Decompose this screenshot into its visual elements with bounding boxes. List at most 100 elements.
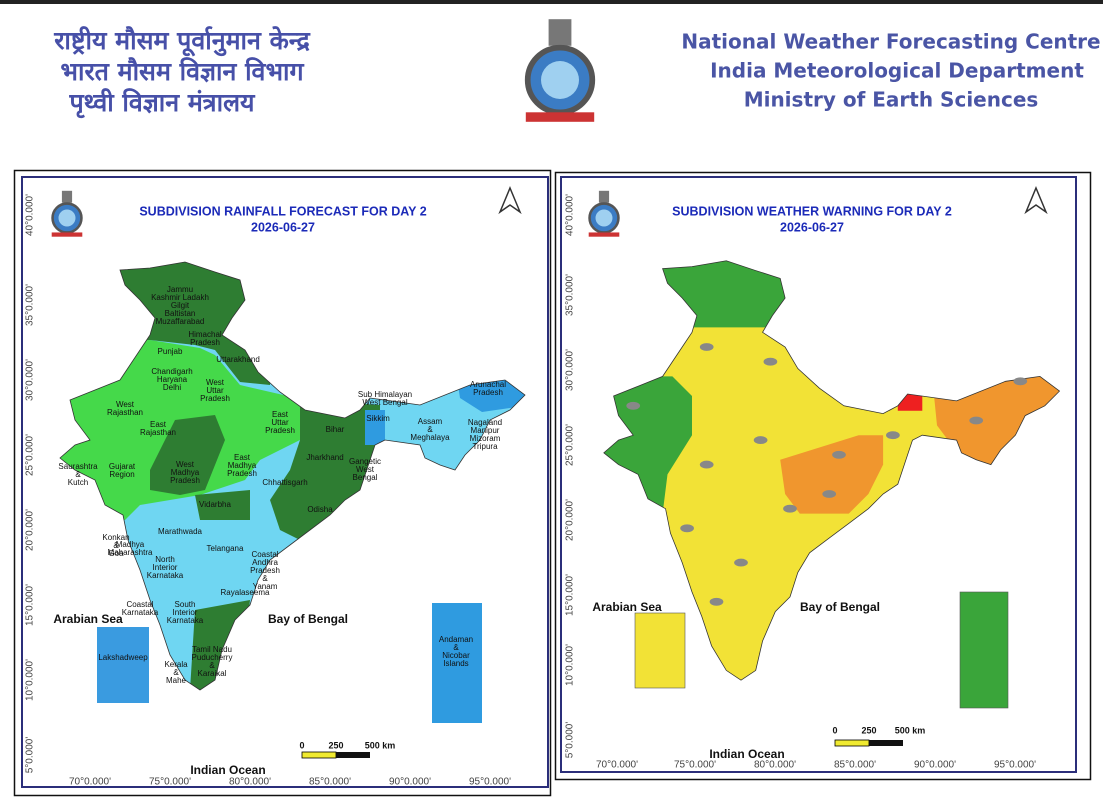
region-label-line: Puducherry: [192, 653, 233, 662]
region-label-line: Bihar: [326, 425, 345, 434]
region-label: Uttarakhand: [216, 355, 260, 364]
region-label-line: &: [453, 643, 459, 652]
region-label-line: Islands: [443, 659, 468, 668]
region-label-line: Coastal: [126, 600, 153, 609]
region-label-line: Rayalaseema: [221, 588, 270, 597]
latitude-label: 10°0.000': [25, 659, 36, 701]
region-label-line: Madhya: [228, 461, 257, 470]
hindi-line: पृथ्वी विज्ञान मंत्रालय: [68, 88, 256, 119]
region-label-line: Gilgit: [171, 301, 190, 310]
longitude-label: 85°0.000': [309, 777, 351, 788]
region-label-line: South: [175, 600, 196, 609]
region-label: Bihar: [326, 425, 345, 434]
region-label-line: Madhya: [171, 468, 200, 477]
region-label-line: Vidarbha: [199, 500, 231, 509]
hindi-line: भारत मौसम विज्ञान विभाग: [60, 57, 304, 86]
region-label: Assam & Meghalaya: [410, 417, 450, 442]
region-label-line: &: [209, 661, 215, 670]
region-label-line: East: [272, 410, 289, 419]
region-label: West Rajasthan: [107, 400, 143, 417]
region-label: East Madhya Pradesh: [227, 453, 257, 478]
sea-label: Bay of Bengal: [268, 612, 348, 626]
region-label-line: &: [75, 470, 81, 479]
region-label: Punjab: [158, 347, 183, 356]
region-label-line: Baltistan: [165, 309, 196, 318]
region-label-line: Karnataka: [122, 608, 159, 617]
latitude-label: 25°0.000': [25, 434, 36, 476]
region-label: Odisha: [307, 505, 333, 514]
region-label-line: Pradesh: [200, 394, 230, 403]
latitude-label: 40°0.000': [565, 194, 576, 236]
region-label-line: Saurashtra: [58, 462, 98, 471]
region-label-line: Assam: [418, 417, 443, 426]
map-labels: SUBDIVISION WEATHER WARNING FOR DAY 2 202…: [565, 194, 1036, 771]
region-label-line: &: [173, 668, 179, 677]
region-label-line: Lakshadweep: [98, 653, 148, 662]
region-label-line: West: [206, 378, 225, 387]
region-label: Himachal Pradesh: [188, 330, 222, 347]
latitude-label: 35°0.000': [565, 274, 576, 316]
imd-emblem: [526, 19, 594, 122]
latitude-label: 20°0.000': [25, 509, 36, 551]
region-label-line: Marathwada: [158, 527, 203, 536]
longitude-label: 90°0.000': [914, 760, 956, 771]
region-label-line: Muzaffarabad: [156, 317, 205, 326]
latitude-label: 5°0.000': [25, 737, 36, 774]
map-title: SUBDIVISION RAINFALL FORECAST FOR DAY 2: [139, 204, 426, 218]
map-title: SUBDIVISION WEATHER WARNING FOR DAY 2: [672, 204, 952, 218]
longitude-label: 85°0.000': [834, 760, 876, 771]
region-label-line: Rajasthan: [140, 428, 176, 437]
region-label-line: Sub Himalayan: [358, 390, 412, 399]
region-label-line: Gujarat: [109, 462, 136, 471]
region-label: Konkan & Goa: [102, 533, 129, 558]
region-label-line: &: [262, 574, 268, 583]
region-label-line: Meghalaya: [410, 433, 450, 442]
hindi-line: राष्ट्रीय मौसम पूर्वानुमान केन्द्र: [53, 26, 310, 57]
map-date: 2026-06-27: [251, 220, 315, 234]
longitude-label: 75°0.000': [674, 760, 716, 771]
sea-label: Arabian Sea: [592, 600, 662, 614]
region-label: Jharkhand: [306, 453, 343, 462]
latitude-label: 25°0.000': [565, 424, 576, 466]
region-label: Kerala & Mahe: [164, 660, 188, 685]
region-label-line: Telangana: [207, 544, 244, 553]
latitude-label: 30°0.000': [25, 359, 36, 401]
region-label-line: Mahe: [166, 676, 187, 685]
sea-label: Indian Ocean: [709, 747, 784, 761]
region-label-line: Nicobar: [442, 651, 470, 660]
region-label: East Uttar Pradesh: [265, 410, 295, 435]
scale-label: 500 km: [365, 740, 396, 750]
region-label-line: Pradesh: [170, 476, 200, 485]
region-label: Andaman & Nicobar Islands: [439, 635, 473, 668]
region-label-line: Sikkim: [366, 414, 390, 423]
region-label-line: Haryana: [157, 375, 188, 384]
region-label-line: Konkan: [102, 533, 129, 542]
region-label-line: Pradesh: [190, 338, 220, 347]
english-line: India Meteorological Department: [710, 59, 1084, 83]
region-label: Sikkim: [366, 414, 390, 423]
region-label-line: Kutch: [68, 478, 88, 487]
region-label-line: Kerala: [164, 660, 188, 669]
region-label-line: Himachal: [188, 330, 222, 339]
region-label-line: Karnataka: [147, 571, 184, 580]
top-bar: [0, 0, 1103, 4]
region-label-line: Punjab: [158, 347, 183, 356]
region-label-line: Madhya: [116, 540, 145, 549]
region-label-line: Pradesh: [227, 469, 257, 478]
region-label-line: Andhra: [252, 558, 278, 567]
longitude-label: 70°0.000': [69, 777, 111, 788]
latitude-label: 15°0.000': [25, 584, 36, 626]
region-label-line: Gangetic: [349, 457, 381, 466]
region-label-line: West: [116, 400, 135, 409]
longitude-label: 95°0.000': [994, 760, 1036, 771]
region-label-line: Interior: [173, 608, 198, 617]
region-label: Gangetic West Bengal: [349, 457, 381, 482]
latitude-label: 20°0.000': [565, 499, 576, 541]
region-label: Saurashtra & Kutch: [58, 462, 98, 487]
region-label-line: &: [113, 541, 119, 550]
latitude-label: 35°0.000': [25, 284, 36, 326]
region-label-line: Tripura: [472, 442, 498, 451]
region-label-line: Mizoram: [470, 434, 501, 443]
english-line: Ministry of Earth Sciences: [744, 88, 1039, 112]
region-label-line: Goa: [108, 549, 124, 558]
